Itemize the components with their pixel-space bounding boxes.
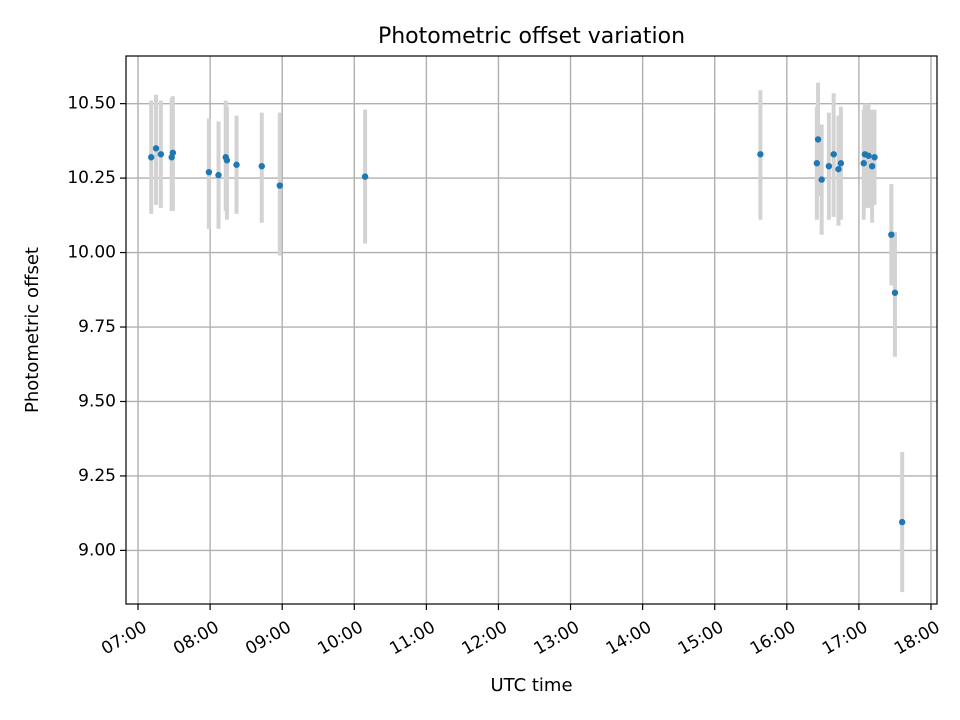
data-point [757, 151, 764, 158]
point-layer [148, 136, 906, 526]
data-point [215, 171, 222, 179]
grid-layer [126, 56, 937, 604]
data-point [830, 151, 837, 158]
data-point [814, 136, 822, 143]
data-point [871, 154, 878, 161]
data-point [361, 173, 369, 180]
data-point [813, 160, 821, 167]
data-point [865, 152, 872, 159]
y-axis-label: Photometric offset [22, 247, 43, 413]
data-point [860, 160, 867, 167]
data-point [205, 168, 213, 176]
y-tick-label: 9.00 [78, 540, 116, 560]
data-point [888, 231, 895, 238]
data-point [891, 289, 899, 296]
y-tick-label: 9.50 [78, 391, 116, 411]
plot-frame [125, 55, 938, 605]
data-point [223, 157, 231, 164]
data-point [276, 182, 283, 189]
data-point [835, 165, 842, 173]
y-tick-label: 9.75 [78, 317, 116, 337]
x-axis-label: UTC time [490, 675, 572, 696]
data-point [818, 176, 825, 183]
chart-title: Photometric offset variation [378, 24, 685, 49]
y-tick-label: 10.00 [67, 243, 116, 263]
data-point [837, 160, 845, 167]
data-point [825, 162, 833, 170]
data-point [898, 518, 906, 526]
data-point [157, 151, 165, 158]
data-point [868, 162, 876, 170]
data-point [169, 149, 177, 156]
y-tick-label: 10.50 [67, 94, 116, 114]
y-tick-label: 9.25 [78, 466, 116, 486]
data-point [258, 162, 265, 170]
data-point [148, 154, 155, 161]
data-point [152, 145, 160, 152]
y-tick-label: 10.25 [67, 168, 116, 188]
data-point [233, 161, 240, 168]
